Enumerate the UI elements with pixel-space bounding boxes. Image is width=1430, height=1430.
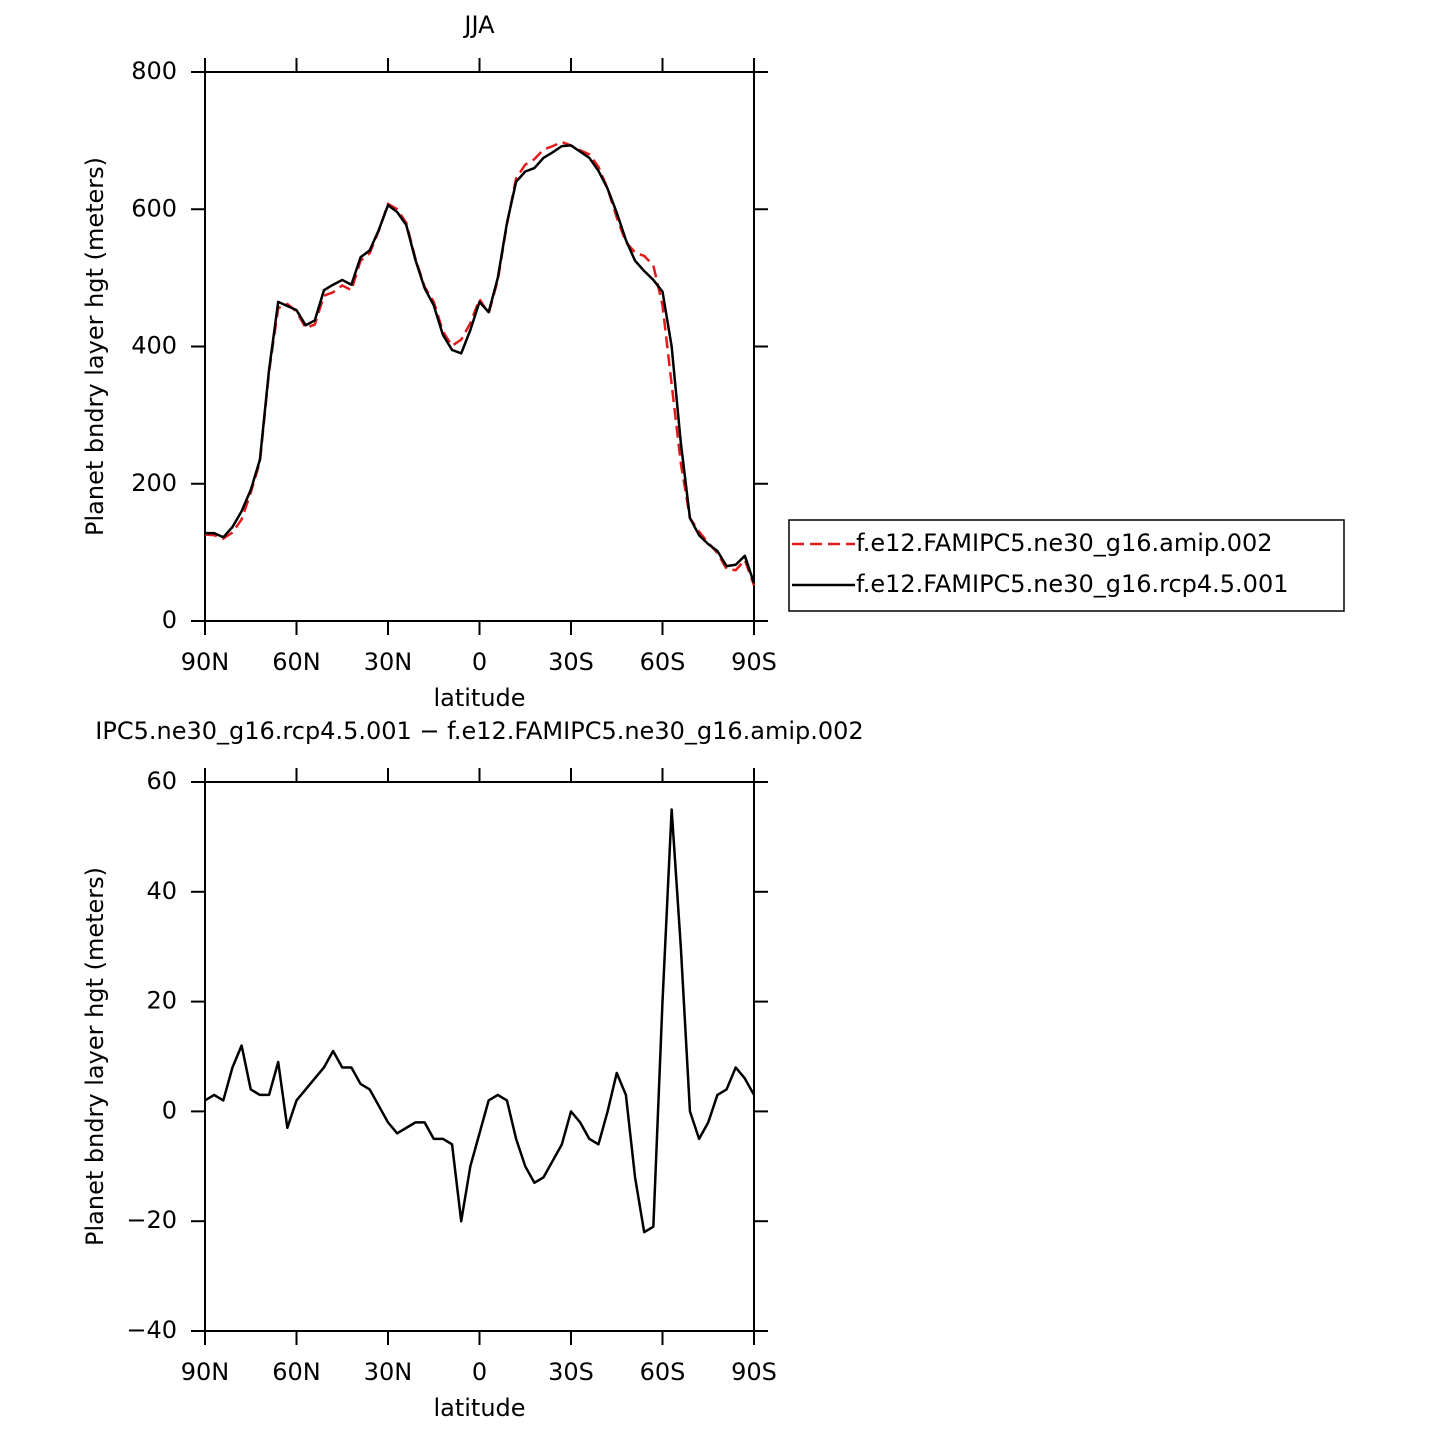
y-tick-label: 800 — [131, 57, 177, 85]
legend-box — [788, 519, 1345, 612]
x-tick-label: 90S — [731, 1358, 777, 1386]
plot-frame — [204, 781, 755, 1332]
y-tick-label: 0 — [162, 1096, 177, 1124]
y-tick-label: 60 — [146, 767, 177, 795]
y-axis-label: Planet bndry layer hgt (meters) — [81, 867, 109, 1246]
series-line — [204, 140, 756, 586]
x-axis-label: latitude — [433, 684, 525, 712]
x-tick-label: 0 — [472, 648, 487, 676]
y-tick-label: 400 — [131, 332, 177, 360]
y-tick-label: 200 — [131, 469, 177, 497]
y-tick-label: −40 — [126, 1316, 177, 1344]
y-tick-label: 40 — [146, 877, 177, 905]
x-tick-label: 90S — [731, 648, 777, 676]
legend-label: f.e12.FAMIPC5.ne30_g16.rcp4.5.001 — [856, 570, 1289, 598]
plot-frame — [204, 71, 755, 622]
x-tick-label: 60N — [272, 648, 321, 676]
legend-label: f.e12.FAMIPC5.ne30_g16.amip.002 — [856, 529, 1273, 557]
y-tick-label: −20 — [126, 1206, 177, 1234]
x-axis-label: latitude — [433, 1394, 525, 1422]
y-tick-label: 600 — [131, 194, 177, 222]
chart-title: JJA — [462, 11, 495, 39]
x-tick-label: 90N — [181, 1358, 230, 1386]
x-tick-label: 0 — [472, 1358, 487, 1386]
y-tick-label: 0 — [162, 606, 177, 634]
x-tick-label: 30N — [364, 1358, 413, 1386]
y-axis-label: Planet bndry layer hgt (meters) — [81, 157, 109, 536]
series-line — [205, 144, 756, 584]
x-tick-label: 30S — [548, 1358, 594, 1386]
x-tick-label: 30S — [548, 648, 594, 676]
x-tick-label: 60S — [640, 1358, 686, 1386]
chart-title: IPC5.ne30_g16.rcp4.5.001 − f.e12.FAMIPC5… — [95, 717, 863, 745]
x-tick-label: 60N — [272, 1358, 321, 1386]
x-tick-label: 90N — [181, 648, 230, 676]
y-tick-label: 20 — [146, 987, 177, 1015]
x-tick-label: 30N — [364, 648, 413, 676]
series-line — [204, 808, 756, 1234]
x-tick-label: 60S — [640, 648, 686, 676]
